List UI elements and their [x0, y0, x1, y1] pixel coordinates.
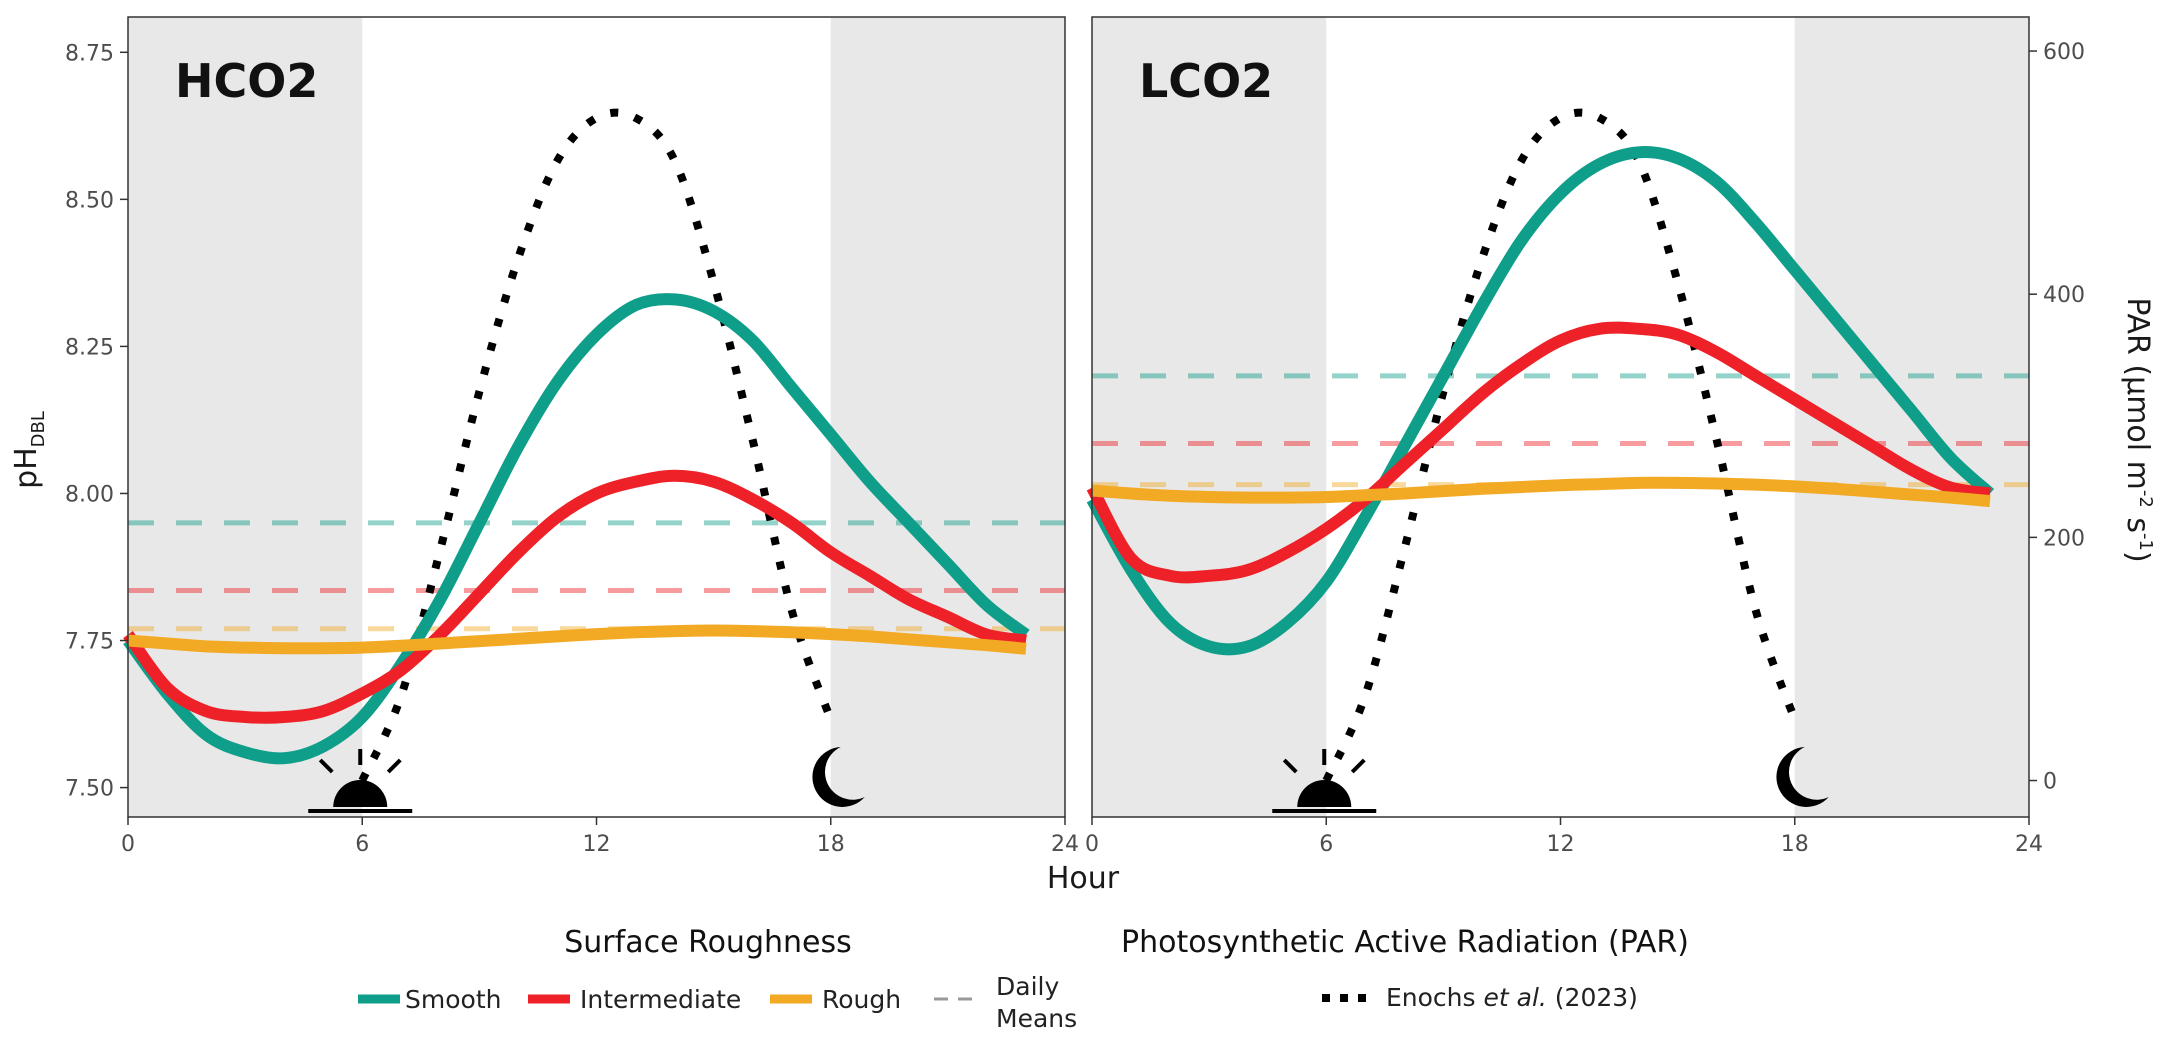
- panel-hco2: HCO2 0 6 12 18 24 7.50 7.75 8.00 8.25 8.50 8.75: [65, 16, 1079, 857]
- sunrise-icon: [1272, 749, 1377, 813]
- legend-item-rough: Rough: [770, 985, 901, 1014]
- sunrise-icon-ray-right: [386, 758, 402, 774]
- legend-label-daily-means-1: Daily: [996, 972, 1059, 1001]
- x-tick-label: 12: [583, 832, 611, 857]
- x-tick-label: 24: [1051, 832, 1079, 857]
- moon-icon: [1776, 747, 1829, 807]
- sunrise-icon-ray-left: [1282, 758, 1298, 774]
- legend: Surface Roughness Photosynthetic Active …: [358, 925, 1689, 1033]
- legend-label-intermediate: Intermediate: [580, 985, 741, 1014]
- series-line-rough: [127, 624, 1027, 655]
- panel-lco2: LCO2 0 6 12 18 24 0 200 400 600: [1085, 16, 2085, 857]
- x-tick-label: 0: [1085, 832, 1099, 857]
- legend-item-smooth: Smooth: [358, 985, 501, 1014]
- y-axis-title: pHDBL: [9, 411, 49, 489]
- legend-label-rough: Rough: [822, 985, 901, 1014]
- y-tick-label: 7.75: [65, 630, 114, 655]
- legend-item-daily-means: Daily Means: [934, 972, 1077, 1033]
- y2-tick-label: 200: [2043, 526, 2085, 551]
- sunrise-icon-sun: [1297, 780, 1352, 807]
- y2-tick-label: 400: [2043, 283, 2085, 308]
- series-line-intermediate: [123, 469, 1027, 724]
- panel-title: HCO2: [175, 54, 318, 108]
- legend-title-par: Photosynthetic Active Radiation (PAR): [1121, 925, 1689, 960]
- x-tick-label: 12: [1547, 832, 1575, 857]
- y2-tick-label: 600: [2043, 40, 2085, 65]
- legend-label-daily-means-2: Means: [996, 1004, 1077, 1033]
- sunrise-icon-ray-left: [318, 758, 334, 774]
- moon-icon: [812, 747, 865, 807]
- night-shading-0: [1092, 17, 1327, 817]
- series-line-rough: [1091, 476, 1991, 508]
- x-tick-label: 6: [1319, 832, 1333, 857]
- x-axis-title: Hour: [1047, 861, 1120, 896]
- y-tick-label: 8.50: [65, 188, 114, 213]
- x-tick-label: 0: [121, 832, 135, 857]
- y-tick-label: 8.75: [65, 41, 114, 66]
- x-tick-label: 18: [1781, 832, 1809, 857]
- x-tick-label: 24: [2015, 832, 2043, 857]
- y2-tick-label: 0: [2043, 770, 2057, 795]
- legend-item-par: Enochs et al. (2023): [1322, 983, 1638, 1012]
- legend-item-intermediate: Intermediate: [528, 985, 741, 1014]
- y-tick-label: 7.50: [65, 777, 114, 802]
- panel-title: LCO2: [1139, 54, 1273, 108]
- sunrise-icon: [308, 749, 413, 813]
- sunrise-icon-ray-right: [1350, 758, 1366, 774]
- series-line-intermediate: [1086, 321, 1991, 584]
- y-tick-label: 8.00: [65, 482, 114, 507]
- night-shading-1: [830, 17, 1065, 817]
- y2-axis-title: PAR (μmol m-2 s-1): [2120, 297, 2156, 562]
- y-tick-label: 8.25: [65, 335, 114, 360]
- legend-label-par: Enochs et al. (2023): [1386, 983, 1638, 1012]
- sunrise-icon-sun: [333, 780, 388, 807]
- legend-title-roughness: Surface Roughness: [564, 925, 851, 960]
- legend-label-smooth: Smooth: [405, 985, 501, 1014]
- series-line-smooth: [123, 293, 1030, 765]
- series-line-smooth: [1086, 146, 1995, 656]
- x-tick-label: 6: [355, 832, 369, 857]
- x-tick-label: 18: [817, 832, 845, 857]
